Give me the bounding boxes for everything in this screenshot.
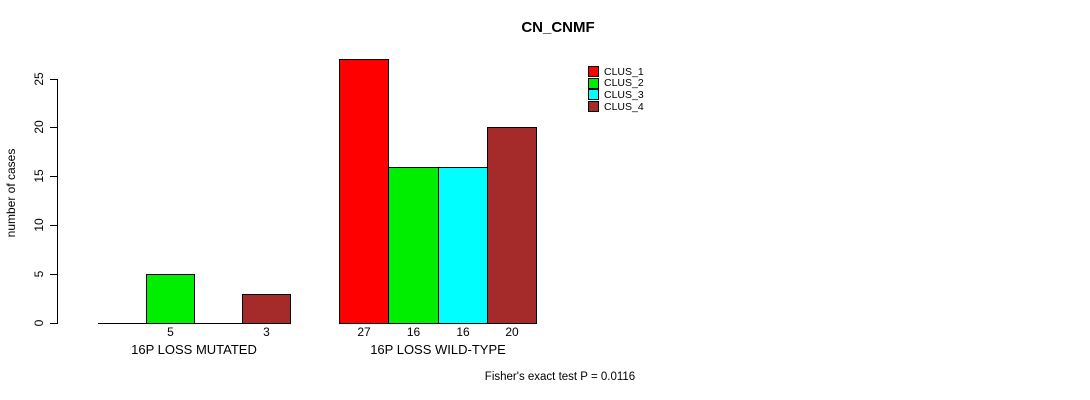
y-tick-mark [50, 79, 57, 80]
chart-title: CN_CNMF [521, 19, 595, 36]
y-tick-label-text: 15 [32, 169, 46, 183]
bar-value-label: 16 [456, 325, 470, 339]
legend-item-clus3: CLUS_3 [588, 89, 644, 101]
y-tick-mark [50, 274, 57, 275]
y-tick-mark [50, 176, 57, 177]
legend-swatch-clus4 [588, 101, 599, 113]
legend-swatch-clus2 [588, 77, 599, 89]
y-tick-label-text: 0 [32, 319, 46, 327]
bar-clus_2-group2 [388, 167, 439, 324]
bar-value-label: 16 [406, 325, 421, 339]
bar-value-label: 5 [167, 325, 174, 339]
legend-swatch-clus3 [588, 89, 599, 101]
legend-swatch-clus1 [588, 66, 599, 78]
legend-label-clus3: CLUS_3 [604, 88, 644, 101]
bar-clus_3-group1 [194, 323, 243, 324]
bar-clus_4-group1 [242, 294, 291, 324]
bar-clus_3-group2 [438, 167, 488, 324]
legend-label-clus4: CLUS_4 [604, 100, 644, 113]
bar-value-label: 27 [357, 325, 371, 339]
y-tick-label-text: 20 [32, 120, 46, 134]
bar-value-label: 3 [263, 325, 270, 339]
bar-clus_1-group2 [339, 59, 389, 324]
bar-clus_2-group1 [146, 274, 195, 324]
bar-clus_4-group2 [487, 127, 537, 324]
legend-item-clus2: CLUS_2 [588, 77, 644, 90]
bar-value-label: 20 [505, 325, 519, 339]
legend-label-clus1: CLUS_1 [604, 65, 644, 78]
y-tick-label-text: 10 [32, 218, 46, 232]
legend-label-clus2: CLUS_2 [604, 77, 644, 90]
y-tick-label-text: 25 [32, 72, 46, 86]
bar-clus_1-group1 [98, 323, 147, 324]
legend-item-clus4: CLUS_4 [588, 101, 644, 113]
y-tick-mark [50, 127, 57, 128]
y-tick-mark [50, 225, 57, 226]
x-group-label: 16P LOSS WILD-TYPE [370, 342, 506, 357]
y-tick-mark [50, 323, 57, 324]
x-group-label: 16P LOSS MUTATED [131, 342, 257, 357]
y-tick-label-text: 5 [32, 270, 46, 278]
annotation-fisher-test: Fisher's exact test P = 0.0116 [484, 371, 636, 383]
legend: CLUS_1 CLUS_2 CLUS_3 CLUS_4 [588, 66, 644, 113]
y-axis-label-text: number of cases [4, 148, 18, 238]
y-axis-line [57, 79, 58, 324]
legend-item-clus1: CLUS_1 [588, 66, 644, 78]
